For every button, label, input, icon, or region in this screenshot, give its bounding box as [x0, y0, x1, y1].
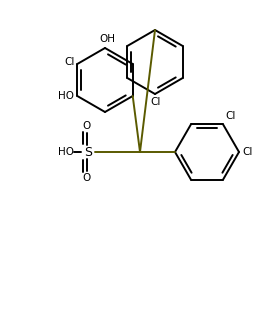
Text: O: O: [83, 173, 91, 183]
Text: Cl: Cl: [151, 97, 161, 107]
Text: OH: OH: [99, 34, 115, 44]
Text: Cl: Cl: [242, 147, 252, 157]
Text: S: S: [84, 146, 92, 158]
Text: O: O: [83, 121, 91, 131]
Text: HO: HO: [58, 91, 74, 101]
Text: HO: HO: [58, 147, 74, 157]
Text: Cl: Cl: [225, 111, 235, 121]
Text: Cl: Cl: [64, 57, 74, 67]
